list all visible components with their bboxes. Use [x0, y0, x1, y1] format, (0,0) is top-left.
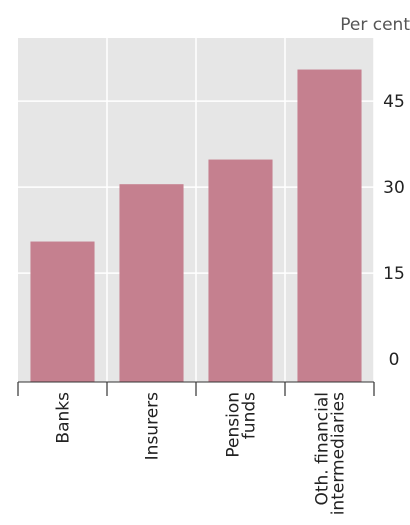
x-axis-ticks	[17, 382, 375, 396]
x-tick-label-line: Oth. financial	[313, 392, 333, 506]
x-tick-label-line: intermediaries	[329, 392, 349, 515]
bar	[208, 159, 273, 382]
bars	[30, 69, 362, 383]
x-tick-label: Oth. financialintermediaries	[313, 392, 349, 515]
x-axis-tick-labels: Banks Insurers Pensionfunds Oth. financiali…	[54, 392, 349, 515]
x-tick-label-line: Insurers	[143, 392, 163, 460]
x-tick-label-line: funds	[240, 392, 260, 439]
x-tick-label: Pensionfunds	[224, 392, 260, 458]
y-tick-label: 30	[383, 178, 405, 198]
x-tick-label: Insurers	[143, 392, 163, 460]
bar	[119, 184, 184, 382]
bar	[30, 241, 95, 382]
bar	[297, 69, 362, 383]
x-tick-label-line: Pension	[224, 392, 244, 458]
y-tick-label: 15	[383, 264, 405, 284]
x-tick-label-line: Banks	[54, 392, 74, 444]
y-axis-tick-labels: 0 15 30 45	[383, 92, 405, 370]
x-tick-label: Banks	[54, 392, 74, 444]
unit-label: Per cent	[340, 15, 410, 35]
y-tick-label: 45	[383, 92, 405, 112]
y-tick-label: 0	[389, 350, 400, 370]
